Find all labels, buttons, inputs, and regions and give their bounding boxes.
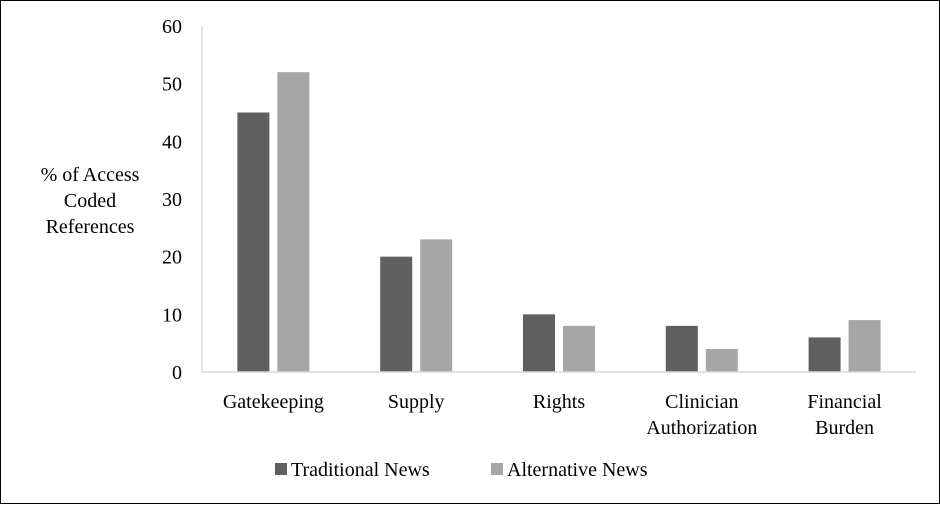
- bar-alternative-news: [277, 72, 310, 372]
- x-tick-label: Gatekeeping: [223, 391, 324, 413]
- bar-alternative-news: [420, 239, 453, 372]
- bar-traditional-news: [380, 256, 413, 372]
- y-tick-label: 20: [162, 247, 182, 269]
- y-tick-label: 40: [162, 131, 182, 153]
- y-axis-label-line: References: [46, 216, 135, 238]
- bars: [237, 72, 881, 372]
- x-tick-label: Authorization: [646, 417, 757, 439]
- y-tick-label: 30: [162, 189, 182, 211]
- bar-traditional-news: [665, 325, 698, 372]
- y-axis-ticks: 0 10 20 30 40 50 60: [162, 16, 182, 384]
- y-tick-label: 0: [172, 362, 182, 384]
- y-tick-label: 50: [162, 74, 182, 96]
- x-tick-label: Clinician: [665, 391, 738, 413]
- legend: Traditional News Alternative News: [275, 459, 648, 481]
- x-axis-labels: Gatekeeping Supply Rights Clinician Authoriz…: [223, 391, 882, 439]
- bar-alternative-news: [848, 320, 881, 372]
- y-axis-label: % of Access Coded References: [41, 164, 140, 238]
- legend-swatch: [491, 463, 503, 475]
- x-tick-label: Supply: [388, 391, 445, 413]
- x-tick-label: Rights: [533, 391, 585, 413]
- legend-label: Alternative News: [507, 459, 648, 481]
- legend-label: Traditional News: [291, 459, 430, 481]
- y-tick-label: 60: [162, 16, 182, 38]
- x-tick-label: Financial: [807, 391, 882, 413]
- x-tick-label: Burden: [815, 417, 874, 439]
- y-axis-label-line: Coded: [64, 190, 116, 212]
- legend-swatch: [275, 463, 287, 475]
- bar-traditional-news: [808, 337, 841, 372]
- bar-traditional-news: [523, 314, 555, 372]
- bar-alternative-news: [705, 348, 738, 372]
- bar-alternative-news: [563, 325, 595, 372]
- y-tick-label: 10: [162, 304, 182, 326]
- bar-traditional-news: [237, 112, 270, 372]
- y-axis-label-line: % of Access: [41, 164, 140, 186]
